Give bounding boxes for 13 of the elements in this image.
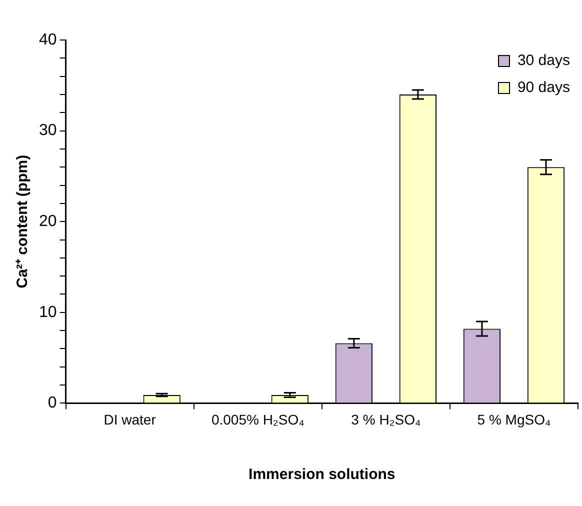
legend-label: 90 days [517, 79, 570, 96]
y-axis-title: Ca²⁺ content (ppm) [14, 154, 32, 288]
x-tick-label: DI water [104, 411, 156, 428]
x-tick-label: 5 % MgSO₄ [477, 411, 551, 428]
y-tick-label: 40 [39, 31, 57, 48]
y-tick-label: 30 [39, 122, 57, 140]
x-tick-label: 3 % H₂SO₄ [351, 411, 421, 428]
x-axis-title: Immersion solutions [248, 466, 396, 484]
y-tick-label: 10 [39, 304, 57, 321]
y-tick-label: 20 [39, 213, 57, 230]
legend-label: 30 days [517, 52, 570, 69]
x-tick-label: 0.005% H₂SO₄ [211, 411, 305, 428]
y-tick-label: 0 [48, 394, 57, 412]
